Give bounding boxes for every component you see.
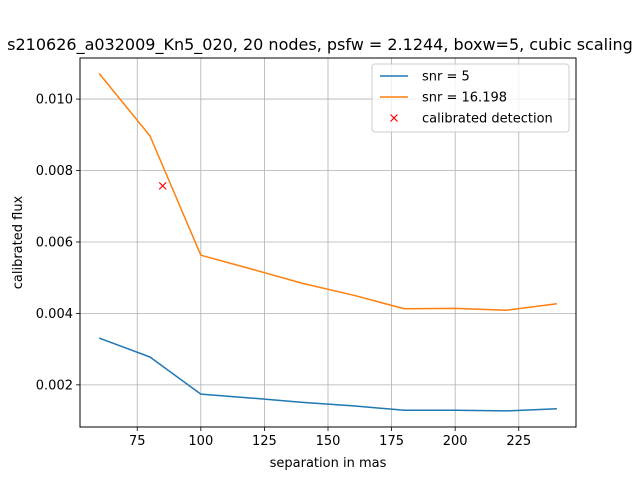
legend: snr = 5 snr = 16.198 calibrated detection xyxy=(371,63,570,133)
detection-marker xyxy=(158,181,167,190)
y-tick-label: 0.008 xyxy=(36,164,73,179)
x-tick-label: 100 xyxy=(188,434,213,449)
y-tick-label: 0.002 xyxy=(36,378,73,393)
legend-label: snr = 5 xyxy=(422,70,470,85)
legend-box xyxy=(371,63,570,133)
legend-label: snr = 16.198 xyxy=(422,91,507,106)
y-tick-label: 0.004 xyxy=(36,307,73,322)
series-group xyxy=(98,72,558,412)
y-tick-label: 0.010 xyxy=(36,93,73,108)
y-axis: 0.002 0.004 0.006 0.008 0.010 xyxy=(36,93,80,393)
series-line-1 xyxy=(98,72,558,311)
x-tick-label: 225 xyxy=(506,434,531,449)
y-tick-label: 0.006 xyxy=(36,235,73,250)
x-tick-label: 150 xyxy=(316,434,341,449)
x-axis: 75 100 125 150 175 200 225 xyxy=(129,427,531,449)
x-tick-label: 75 xyxy=(129,434,146,449)
x-tick-label: 200 xyxy=(443,434,468,449)
x-axis-label: separation in mas xyxy=(270,456,387,471)
x-tick-label: 125 xyxy=(252,434,277,449)
legend-label: calibrated detection xyxy=(422,112,553,127)
y-axis-label: calibrated flux xyxy=(11,195,26,289)
x-tick-label: 175 xyxy=(379,434,404,449)
legend-swatch xyxy=(390,114,398,122)
chart-title: s210626_a032009_Kn5_020, 20 nodes, psfw … xyxy=(7,35,633,55)
series-line-0 xyxy=(98,337,557,412)
